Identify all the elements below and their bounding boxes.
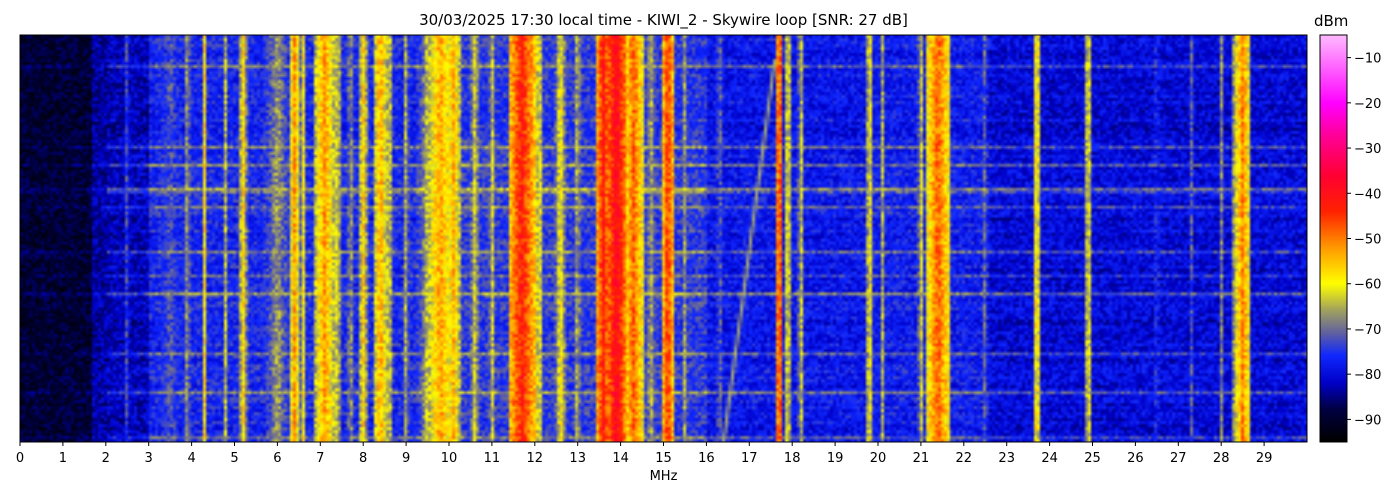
- colorbar-tick: −90: [1347, 413, 1381, 428]
- x-tick: 12: [527, 442, 544, 466]
- x-tick-label: 0: [16, 451, 24, 466]
- chart-title: 30/03/2025 17:30 local time - KIWI_2 - S…: [419, 11, 908, 29]
- x-tick: 28: [1213, 442, 1230, 466]
- x-tick-label: 26: [1127, 451, 1144, 466]
- x-tick-label: 13: [569, 451, 586, 466]
- x-tick-label: 16: [698, 451, 715, 466]
- x-tick-label: 25: [1084, 451, 1101, 466]
- x-tick: 4: [187, 442, 196, 466]
- x-tick: 18: [784, 442, 801, 466]
- x-tick-label: 2: [102, 451, 110, 466]
- x-tick-label: 24: [1041, 451, 1058, 466]
- x-tick-label: 15: [655, 451, 672, 466]
- x-tick-label: 1: [59, 451, 67, 466]
- colorbar-axis: −10 −20 −30 −40 −50 −60 −70 −80 −90: [1347, 52, 1381, 428]
- colorbar-tick-label: −40: [1354, 187, 1381, 202]
- x-tick-label: 5: [230, 451, 238, 466]
- colorbar-unit-label: dBm: [1314, 12, 1349, 30]
- x-tick: 21: [913, 442, 930, 466]
- x-tick: 19: [827, 442, 844, 466]
- x-tick-label: 4: [187, 451, 195, 466]
- x-tick: 25: [1084, 442, 1101, 466]
- x-tick: 16: [698, 442, 715, 466]
- colorbar-tick: −30: [1347, 142, 1381, 157]
- x-axis-label: MHz: [649, 469, 678, 484]
- x-tick-label: 20: [870, 451, 887, 466]
- x-tick-label: 7: [316, 451, 324, 466]
- x-tick-label: 18: [784, 451, 801, 466]
- plot-area: [19, 34, 1308, 443]
- x-tick: 9: [402, 442, 410, 466]
- colorbar-tick-label: −90: [1354, 413, 1381, 428]
- x-tick: 20: [870, 442, 887, 466]
- colorbar-tick-label: −10: [1354, 52, 1381, 67]
- x-tick: 2: [102, 442, 110, 466]
- x-tick: 26: [1127, 442, 1144, 466]
- x-tick: 24: [1041, 442, 1058, 466]
- x-tick-label: 22: [956, 451, 973, 466]
- colorbar-tick-label: −50: [1354, 233, 1381, 248]
- x-tick: 0: [16, 442, 24, 466]
- x-tick: 13: [569, 442, 586, 466]
- colorbar-gradient: [1320, 35, 1347, 442]
- colorbar-tick: −80: [1347, 368, 1381, 383]
- x-tick: 11: [484, 442, 501, 466]
- x-tick: 14: [612, 442, 629, 466]
- x-tick-label: 21: [913, 451, 930, 466]
- colorbar-tick-label: −20: [1354, 97, 1381, 112]
- x-tick-label: 8: [359, 451, 367, 466]
- x-tick: 27: [1170, 442, 1187, 466]
- colorbar-tick-label: −60: [1354, 278, 1381, 293]
- x-tick: 5: [230, 442, 239, 466]
- x-tick: 29: [1256, 442, 1273, 466]
- x-axis: 0 1 2 3 4 5 6 7 8 9 10 11 12 13 14 15 16 17 18 19 20 21 22 23 24…: [16, 442, 1273, 466]
- colorbar: −10 −20 −30 −40 −50 −60 −70 −80 −90: [1319, 34, 1381, 443]
- x-tick-label: 10: [441, 451, 458, 466]
- x-tick-label: 6: [273, 451, 281, 466]
- colorbar-tick: −20: [1347, 97, 1381, 112]
- x-tick: 15: [655, 442, 672, 466]
- x-tick: 7: [316, 442, 324, 466]
- x-tick-label: 14: [612, 451, 629, 466]
- x-tick-label: 3: [145, 451, 153, 466]
- x-tick: 8: [359, 442, 367, 466]
- colorbar-tick: −50: [1347, 233, 1381, 248]
- x-tick: 3: [145, 442, 153, 466]
- x-tick-label: 19: [827, 451, 844, 466]
- colorbar-tick-label: −70: [1354, 323, 1381, 338]
- x-tick: 22: [956, 442, 973, 466]
- x-tick: 17: [741, 442, 758, 466]
- x-tick-label: 12: [527, 451, 544, 466]
- x-tick-label: 23: [998, 451, 1015, 466]
- x-tick-label: 28: [1213, 451, 1230, 466]
- colorbar-tick-label: −30: [1354, 142, 1381, 157]
- colorbar-tick: −60: [1347, 278, 1381, 293]
- x-tick-label: 9: [402, 451, 410, 466]
- x-tick: 10: [441, 442, 458, 466]
- x-tick: 6: [273, 442, 282, 466]
- colorbar-tick: −70: [1347, 323, 1381, 338]
- x-tick: 23: [998, 442, 1015, 466]
- x-tick-label: 11: [484, 451, 501, 466]
- waterfall-heatmap: [20, 35, 1307, 442]
- x-tick-label: 17: [741, 451, 758, 466]
- colorbar-tick-label: −80: [1354, 368, 1381, 383]
- colorbar-tick: −40: [1347, 187, 1381, 202]
- x-tick-label: 27: [1170, 451, 1187, 466]
- x-tick: 1: [59, 442, 67, 466]
- colorbar-tick: −10: [1347, 52, 1381, 67]
- x-tick-label: 29: [1256, 451, 1273, 466]
